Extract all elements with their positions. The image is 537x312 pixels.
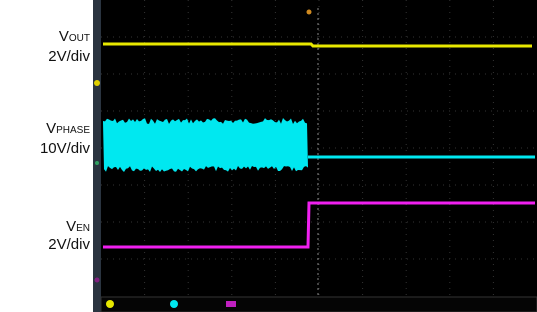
ch3-badge — [226, 301, 236, 307]
ch2-badge — [170, 300, 178, 308]
ch2-marker — [95, 161, 99, 165]
ch1-badge — [106, 300, 114, 308]
status-bar — [101, 297, 537, 312]
ch1-marker — [94, 80, 100, 86]
ch3-marker — [95, 278, 100, 283]
trigger-marker — [307, 10, 312, 15]
vphase-burst — [103, 118, 308, 172]
scope-screen — [0, 0, 537, 312]
screen-border — [93, 0, 101, 312]
scope-figure: VOUT 2V/div VPHASE 10V/div VEN 2V/div — [0, 0, 537, 312]
